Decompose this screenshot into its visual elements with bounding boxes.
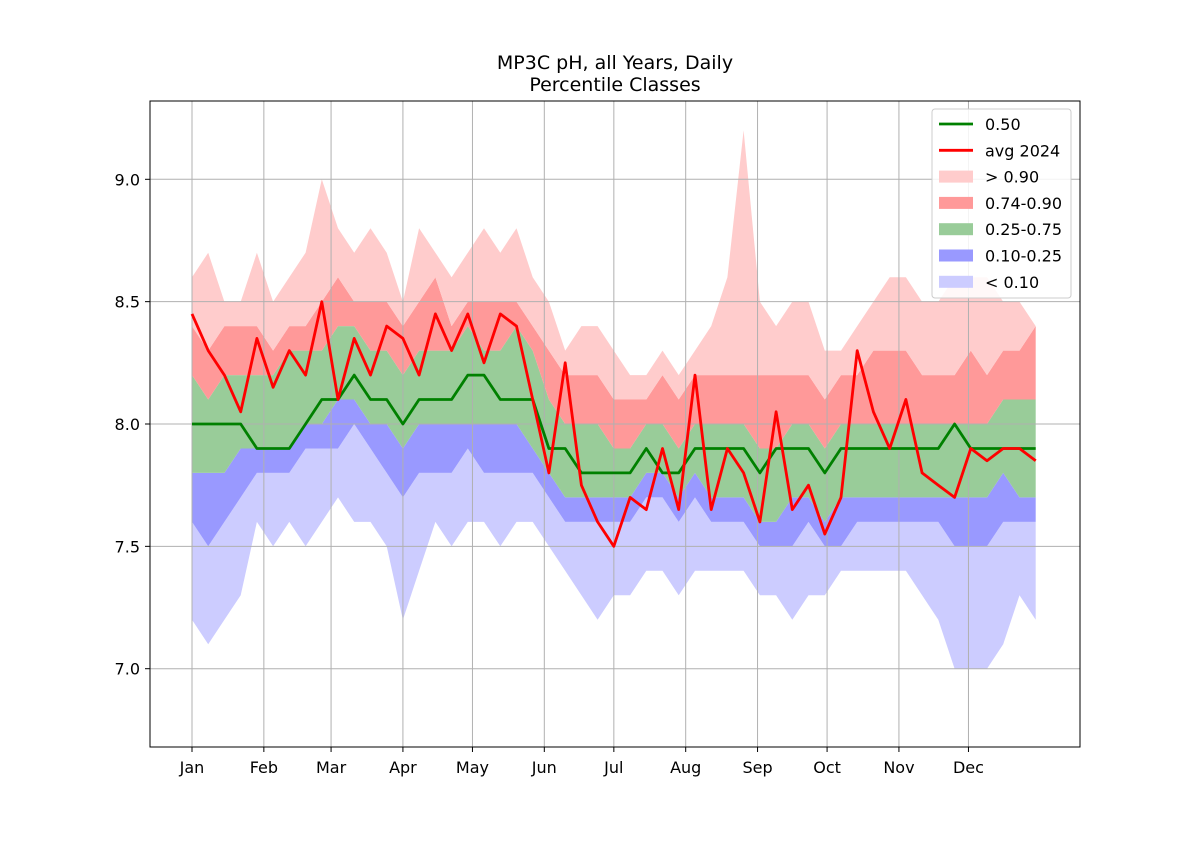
legend-label-5: 0.10-0.25 bbox=[985, 247, 1062, 266]
legend-swatch-6 bbox=[939, 275, 973, 288]
x-tick-label-6: Jul bbox=[603, 758, 623, 777]
axis-ticks: Jan Feb Mar Apr May Jun Jul Aug Sep Oct Nov Dec 7.0 7… bbox=[115, 170, 984, 777]
x-tick-label-7: Aug bbox=[670, 758, 701, 777]
y-tick-label-0: 7.0 bbox=[115, 660, 140, 679]
legend-label-2: > 0.90 bbox=[985, 168, 1039, 187]
band-3 bbox=[192, 277, 1036, 449]
legend-label-6: < 0.10 bbox=[985, 273, 1039, 292]
x-tick-label-0: Jan bbox=[179, 758, 205, 777]
legend-label-4: 0.25-0.75 bbox=[985, 220, 1062, 239]
x-tick-label-5: Jun bbox=[531, 758, 557, 777]
legend-label-0: 0.50 bbox=[985, 115, 1021, 134]
y-tick-label-1: 7.5 bbox=[115, 537, 140, 556]
x-tick-label-10: Nov bbox=[883, 758, 914, 777]
y-tick-label-4: 9.0 bbox=[115, 170, 140, 189]
chart-title: MP3C pH, all Years, Daily bbox=[497, 52, 733, 74]
legend-swatch-5 bbox=[939, 249, 973, 262]
x-tick-label-3: Apr bbox=[389, 758, 417, 777]
series-lines bbox=[190, 300, 1037, 548]
x-tick-label-2: Mar bbox=[316, 758, 347, 777]
x-tick-label-9: Oct bbox=[813, 758, 841, 777]
x-tick-label-1: Feb bbox=[250, 758, 278, 777]
series-line-1 bbox=[190, 300, 1037, 548]
series-line-0 bbox=[192, 373, 1036, 475]
y-tick-label-2: 8.0 bbox=[115, 415, 140, 434]
legend-swatch-4 bbox=[939, 223, 973, 236]
x-tick-label-8: Sep bbox=[742, 758, 772, 777]
legend-label-3: 0.74-0.90 bbox=[985, 194, 1062, 213]
legend-label-1: avg 2024 bbox=[985, 141, 1060, 160]
chart-subtitle: Percentile Classes bbox=[529, 74, 700, 96]
band-4 bbox=[192, 130, 1036, 400]
y-tick-label-3: 8.5 bbox=[115, 293, 140, 312]
legend-swatch-2 bbox=[939, 170, 973, 183]
x-tick-label-4: May bbox=[456, 758, 489, 777]
legend: 0.50 avg 2024 > 0.90 0.74-0.90 0.25-0.75 0.10… bbox=[931, 108, 1072, 299]
x-tick-label-11: Dec bbox=[953, 758, 984, 777]
legend-swatch-3 bbox=[939, 196, 973, 209]
